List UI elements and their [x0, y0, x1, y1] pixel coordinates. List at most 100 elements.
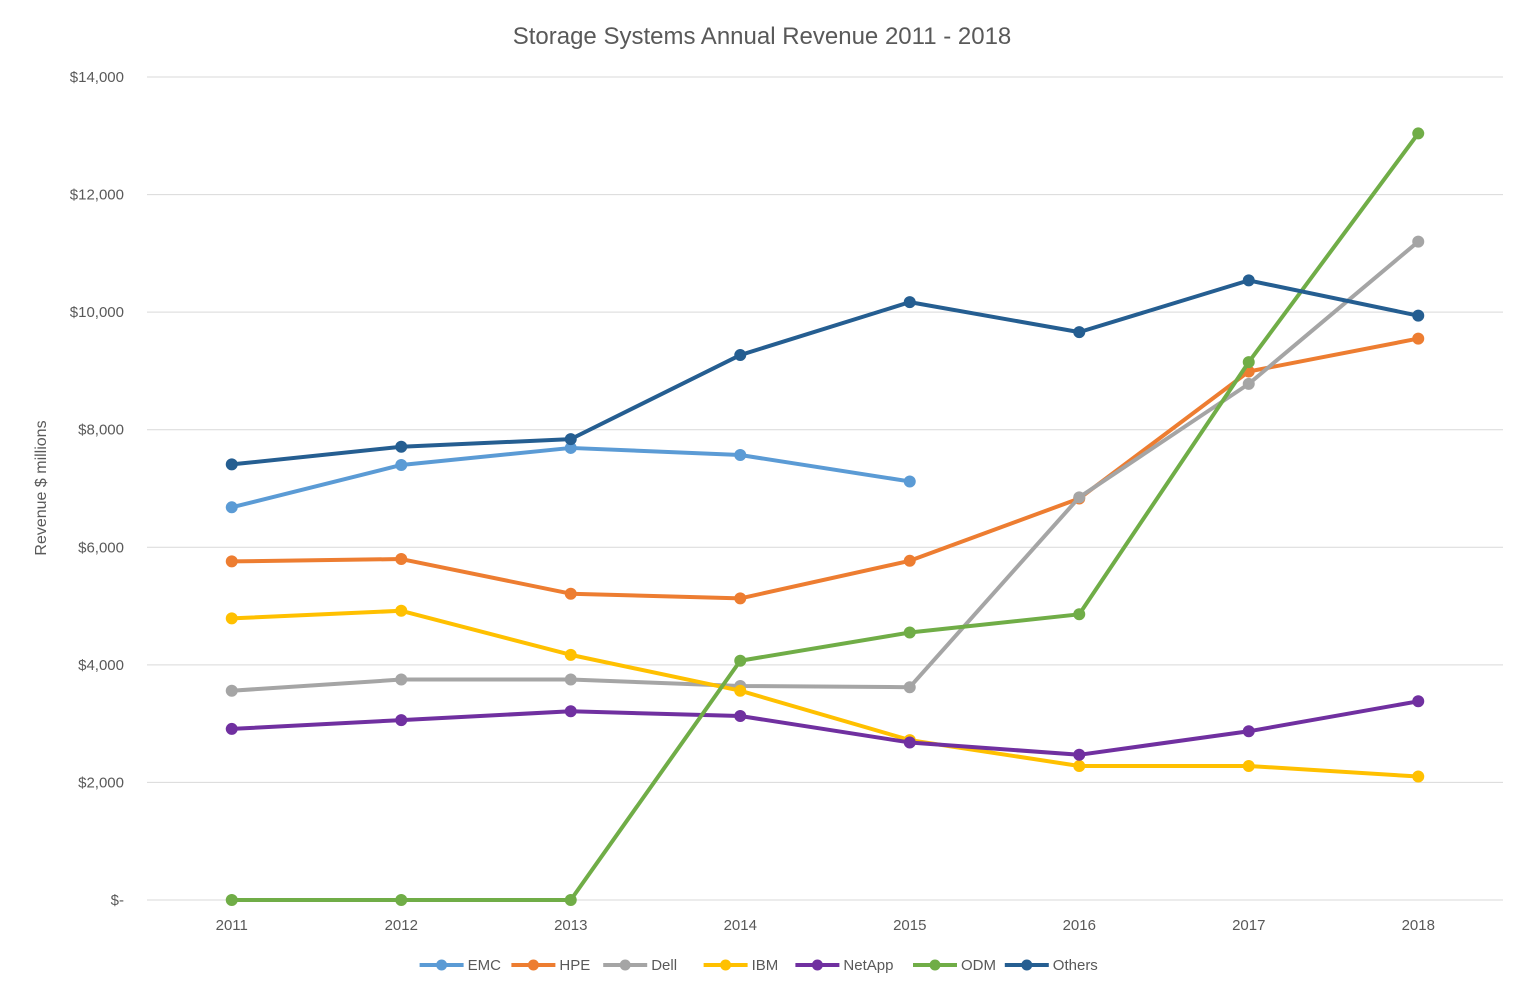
data-point — [395, 894, 408, 906]
y-tick-label: $14,000 — [70, 69, 124, 86]
data-point — [734, 710, 747, 723]
data-point — [225, 612, 238, 625]
data-point — [734, 684, 747, 697]
data-point — [1242, 274, 1255, 287]
data-point — [395, 673, 408, 686]
series-odm — [225, 127, 1425, 906]
data-point — [1412, 332, 1425, 345]
data-point — [1412, 770, 1425, 783]
legend-label: NetApp — [843, 957, 893, 974]
data-point — [1242, 725, 1255, 738]
legend-label: Others — [1053, 957, 1098, 974]
data-point — [903, 736, 916, 749]
legend-item-emc: EMC — [419, 957, 502, 974]
legend-label: IBM — [752, 957, 779, 974]
legend-label: Dell — [651, 957, 677, 974]
series-line-others — [229, 278, 1421, 467]
y-tick-label: $- — [111, 892, 124, 909]
legend-label: HPE — [559, 957, 590, 974]
legend-item-odm: ODM — [913, 957, 996, 974]
series-emc — [225, 441, 916, 514]
data-point — [734, 448, 747, 461]
x-tick-label: 2013 — [554, 917, 587, 934]
data-point — [1242, 377, 1255, 390]
data-point — [395, 553, 408, 566]
legend-marker — [811, 959, 823, 971]
data-point — [564, 587, 577, 600]
series-netapp — [225, 695, 1425, 761]
y-axis-label: Revenue $ millions — [33, 420, 50, 555]
legend-marker — [619, 959, 631, 971]
data-point — [903, 681, 916, 694]
data-point — [903, 554, 916, 567]
data-point — [903, 296, 916, 309]
series-ibm — [225, 604, 1425, 783]
y-tick-label: $2,000 — [78, 774, 124, 791]
data-point — [395, 714, 408, 727]
y-tick-label: $6,000 — [78, 539, 124, 556]
series-others — [225, 274, 1425, 471]
legend-marker — [527, 959, 539, 971]
data-point — [225, 684, 238, 697]
x-tick-label: 2015 — [893, 917, 926, 934]
legend-marker — [436, 959, 448, 971]
legend-marker — [1021, 959, 1033, 971]
series-line-emc — [229, 445, 912, 510]
data-point — [564, 705, 577, 718]
data-point — [1073, 759, 1086, 772]
data-point — [225, 894, 238, 906]
legend-item-ibm: IBM — [703, 957, 779, 974]
data-point — [1073, 491, 1086, 504]
x-tick-label: 2016 — [1063, 917, 1096, 934]
data-point — [564, 673, 577, 686]
x-tick-label: 2011 — [216, 917, 248, 934]
legend-item-others: Others — [1004, 957, 1098, 974]
data-point — [395, 440, 408, 453]
data-point — [1412, 695, 1425, 708]
x-tick-label: 2014 — [724, 917, 757, 934]
chart-title: Storage Systems Annual Revenue 2011 - 20… — [513, 23, 1012, 50]
data-point — [564, 894, 577, 906]
series-line-netapp — [229, 699, 1421, 757]
data-point — [734, 654, 747, 667]
data-point — [564, 648, 577, 661]
y-axis-ticks: $- $2,000 $4,000 $6,000 $8,000 $10,000 $12,000… — [70, 69, 124, 909]
series-line-hpe — [229, 336, 1421, 601]
series-line-odm — [229, 131, 1421, 902]
data-point — [903, 475, 916, 488]
series-lines — [225, 127, 1425, 906]
legend-item-netapp: NetApp — [795, 957, 893, 974]
data-point — [225, 555, 238, 568]
x-tick-label: 2018 — [1402, 917, 1435, 934]
data-point — [1412, 309, 1425, 322]
x-tick-label: 2012 — [385, 917, 418, 934]
data-point — [395, 604, 408, 617]
data-point — [225, 722, 238, 735]
data-point — [395, 458, 408, 471]
data-point — [1412, 127, 1425, 140]
data-point — [1073, 326, 1086, 339]
data-point — [225, 501, 238, 514]
data-point — [1242, 356, 1255, 369]
legend-label: ODM — [961, 957, 996, 974]
legend-marker — [929, 959, 941, 971]
legend-label: EMC — [468, 957, 502, 974]
y-tick-label: $10,000 — [70, 304, 124, 321]
legend: EMC HPE Dell IBM NetApp ODM Others — [419, 957, 1098, 974]
x-axis-ticks: 2011 2012 2013 2014 2015 2016 2017 2018 — [216, 917, 1435, 934]
data-point — [225, 458, 238, 471]
y-tick-label: $8,000 — [78, 422, 124, 439]
y-tick-label: $12,000 — [70, 187, 124, 204]
data-point — [1073, 748, 1086, 761]
series-line-dell — [229, 239, 1421, 693]
data-point — [734, 592, 747, 605]
y-tick-label: $4,000 — [78, 657, 124, 674]
series-line-ibm — [229, 608, 1421, 779]
x-tick-label: 2017 — [1232, 917, 1265, 934]
data-point — [903, 626, 916, 639]
gridlines — [147, 76, 1503, 901]
legend-item-dell: Dell — [603, 957, 677, 974]
data-point — [734, 349, 747, 362]
